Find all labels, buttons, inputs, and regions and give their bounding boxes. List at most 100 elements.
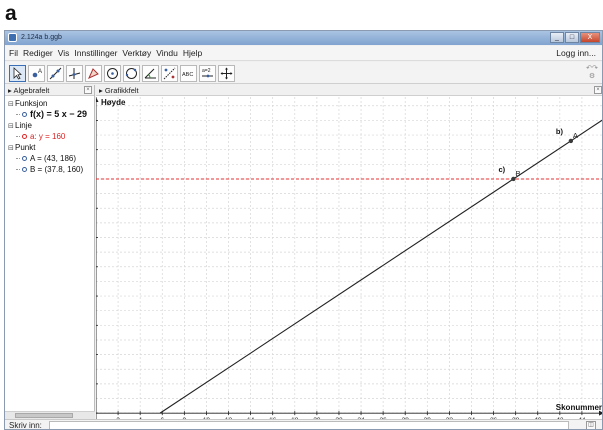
circle-tool[interactable] [104, 65, 121, 82]
object-a[interactable]: a: y = 160 [8, 131, 94, 142]
algebra-horizontal-scrollbar[interactable] [5, 411, 95, 419]
annotation-a: b) [556, 127, 564, 136]
y-axis-label: Høyde [101, 98, 126, 107]
slider-icon: a=2 [202, 68, 213, 78]
x-tick-label: 32 [446, 417, 454, 419]
input-bar: Skriv inn: ◫ [5, 419, 602, 429]
polygon-icon [88, 68, 99, 79]
circle-icon [107, 68, 118, 79]
menu-innstillinger[interactable]: Innstillinger [74, 48, 118, 58]
point-icon: A [32, 69, 42, 78]
menu-fil[interactable]: Fil [9, 48, 18, 58]
category-linje[interactable]: ⊟Linje [8, 121, 32, 130]
svg-text:A: A [38, 69, 42, 75]
coordinate-plot[interactable]: 0204060801001201401601802002468101214161… [96, 85, 603, 419]
move-cross-icon [220, 67, 233, 80]
object-point-b[interactable]: B = (37.8, 160) [8, 164, 94, 175]
help-icon[interactable]: ⚙ [588, 73, 596, 80]
x-tick-label: 26 [380, 417, 388, 419]
menu-rediger[interactable]: Rediger [22, 48, 53, 58]
x-tick-label: 20 [313, 417, 321, 419]
minimize-button[interactable]: _ [550, 32, 564, 43]
x-tick-label: 14 [247, 417, 255, 419]
object-f[interactable]: f(x) = 5 x − 29 [8, 109, 94, 120]
circle-through-points-icon [125, 68, 137, 79]
category-punkt[interactable]: ⊟Punkt [8, 143, 36, 152]
object-point-a[interactable]: A = (43, 186) [8, 153, 94, 164]
graphics-view[interactable]: 0204060801001201401601802002468101214161… [96, 85, 603, 419]
perpendicular-tool[interactable] [66, 65, 83, 82]
move-tool[interactable] [9, 65, 26, 82]
svg-text:ABC: ABC [182, 72, 193, 78]
text-tool[interactable]: ABC [180, 65, 197, 82]
point-a [568, 138, 574, 144]
close-button[interactable]: X [580, 32, 600, 43]
visibility-dot-icon[interactable] [22, 167, 27, 173]
x-tick-label: 8 [183, 417, 187, 419]
redo-icon[interactable]: ↷ [592, 65, 598, 72]
expand-icon: ⊟ [8, 145, 14, 152]
x-tick-label: 36 [490, 417, 498, 419]
visibility-dot-icon[interactable] [22, 134, 27, 140]
menu-vis[interactable]: Vis [57, 48, 70, 58]
expand-icon: ⊟ [8, 123, 14, 130]
scrollbar-thumb[interactable] [15, 413, 73, 418]
point-tool[interactable]: A [28, 65, 45, 82]
menu-vindu[interactable]: Vindu [156, 48, 178, 58]
perpendicular-line-icon [68, 68, 81, 79]
geogebra-window: 2.124a b.ggb _ □ X Fil Rediger Vis Innst… [4, 30, 603, 430]
x-tick-label: 6 [160, 417, 164, 419]
collapse-arrow-icon[interactable]: ▸ [8, 86, 14, 95]
menu-verktoy[interactable]: Verktøy [122, 48, 152, 58]
algebra-tree: ⊟Funksjon f(x) = 5 x − 29 ⊟Linje a: y = … [5, 96, 94, 175]
menu-bar: Fil Rediger Vis Innstillinger Verktøy Vi… [5, 46, 602, 61]
visibility-dot-icon[interactable] [22, 112, 27, 118]
toolbar: A ABC a=2 ↶↷ [5, 62, 602, 84]
window-title: 2.124a b.ggb [21, 34, 62, 41]
graphics-close-icon[interactable]: × [594, 86, 602, 94]
menu-hjelp[interactable]: Hjelp [182, 48, 203, 58]
app-icon [8, 33, 17, 42]
annotation-b: c) [498, 165, 505, 174]
svg-text:a=2: a=2 [202, 68, 211, 74]
x-tick-label: 10 [203, 417, 211, 419]
panel-label: a [5, 2, 17, 25]
circle-three-points-tool[interactable] [123, 65, 140, 82]
graphics-header: ▸ Grafikkfelt × [96, 85, 602, 96]
x-tick-label: 28 [402, 417, 410, 419]
login-link[interactable]: Logg inn... [556, 48, 596, 58]
undo-icon[interactable]: ↶ [586, 65, 592, 72]
x-tick-label: 30 [424, 417, 432, 419]
angle-icon [144, 68, 156, 79]
collapse-arrow-icon[interactable]: ▸ [99, 86, 105, 95]
input-field[interactable] [49, 421, 569, 429]
polygon-tool[interactable] [85, 65, 102, 82]
slider-tool[interactable]: a=2 [199, 65, 216, 82]
x-tick-label: 2 [116, 417, 120, 419]
x-tick-label: 40 [534, 417, 542, 419]
line-tool[interactable] [47, 65, 64, 82]
reflect-tool[interactable] [161, 65, 178, 82]
x-tick-label: 38 [512, 417, 520, 419]
point-label-b: B [515, 169, 520, 178]
move-graphics-tool[interactable] [218, 65, 235, 82]
algebra-close-icon[interactable]: × [84, 86, 92, 94]
point-label-a: A [573, 131, 578, 140]
angle-tool[interactable] [142, 65, 159, 82]
algebra-header: ▸ Algebrafelt × [5, 85, 94, 96]
visibility-dot-icon[interactable] [22, 156, 27, 162]
text-icon: ABC [182, 72, 193, 78]
x-tick-label: 4 [138, 417, 142, 419]
x-axis-arrow-icon [599, 410, 602, 416]
x-tick-label: 42 [556, 417, 564, 419]
input-help-icon[interactable]: ◫ [586, 421, 596, 429]
maximize-button[interactable]: □ [565, 32, 579, 43]
graphics-title: Grafikkfelt [104, 86, 139, 95]
category-funksjon[interactable]: ⊟Funksjon [8, 99, 48, 108]
title-bar: 2.124a b.ggb _ □ X [5, 31, 602, 45]
line-icon [49, 67, 62, 80]
y-axis-arrow-icon [96, 97, 99, 102]
reflect-icon [163, 67, 176, 80]
expand-icon: ⊟ [8, 101, 14, 108]
x-axis-label: Skonummer [556, 403, 602, 412]
